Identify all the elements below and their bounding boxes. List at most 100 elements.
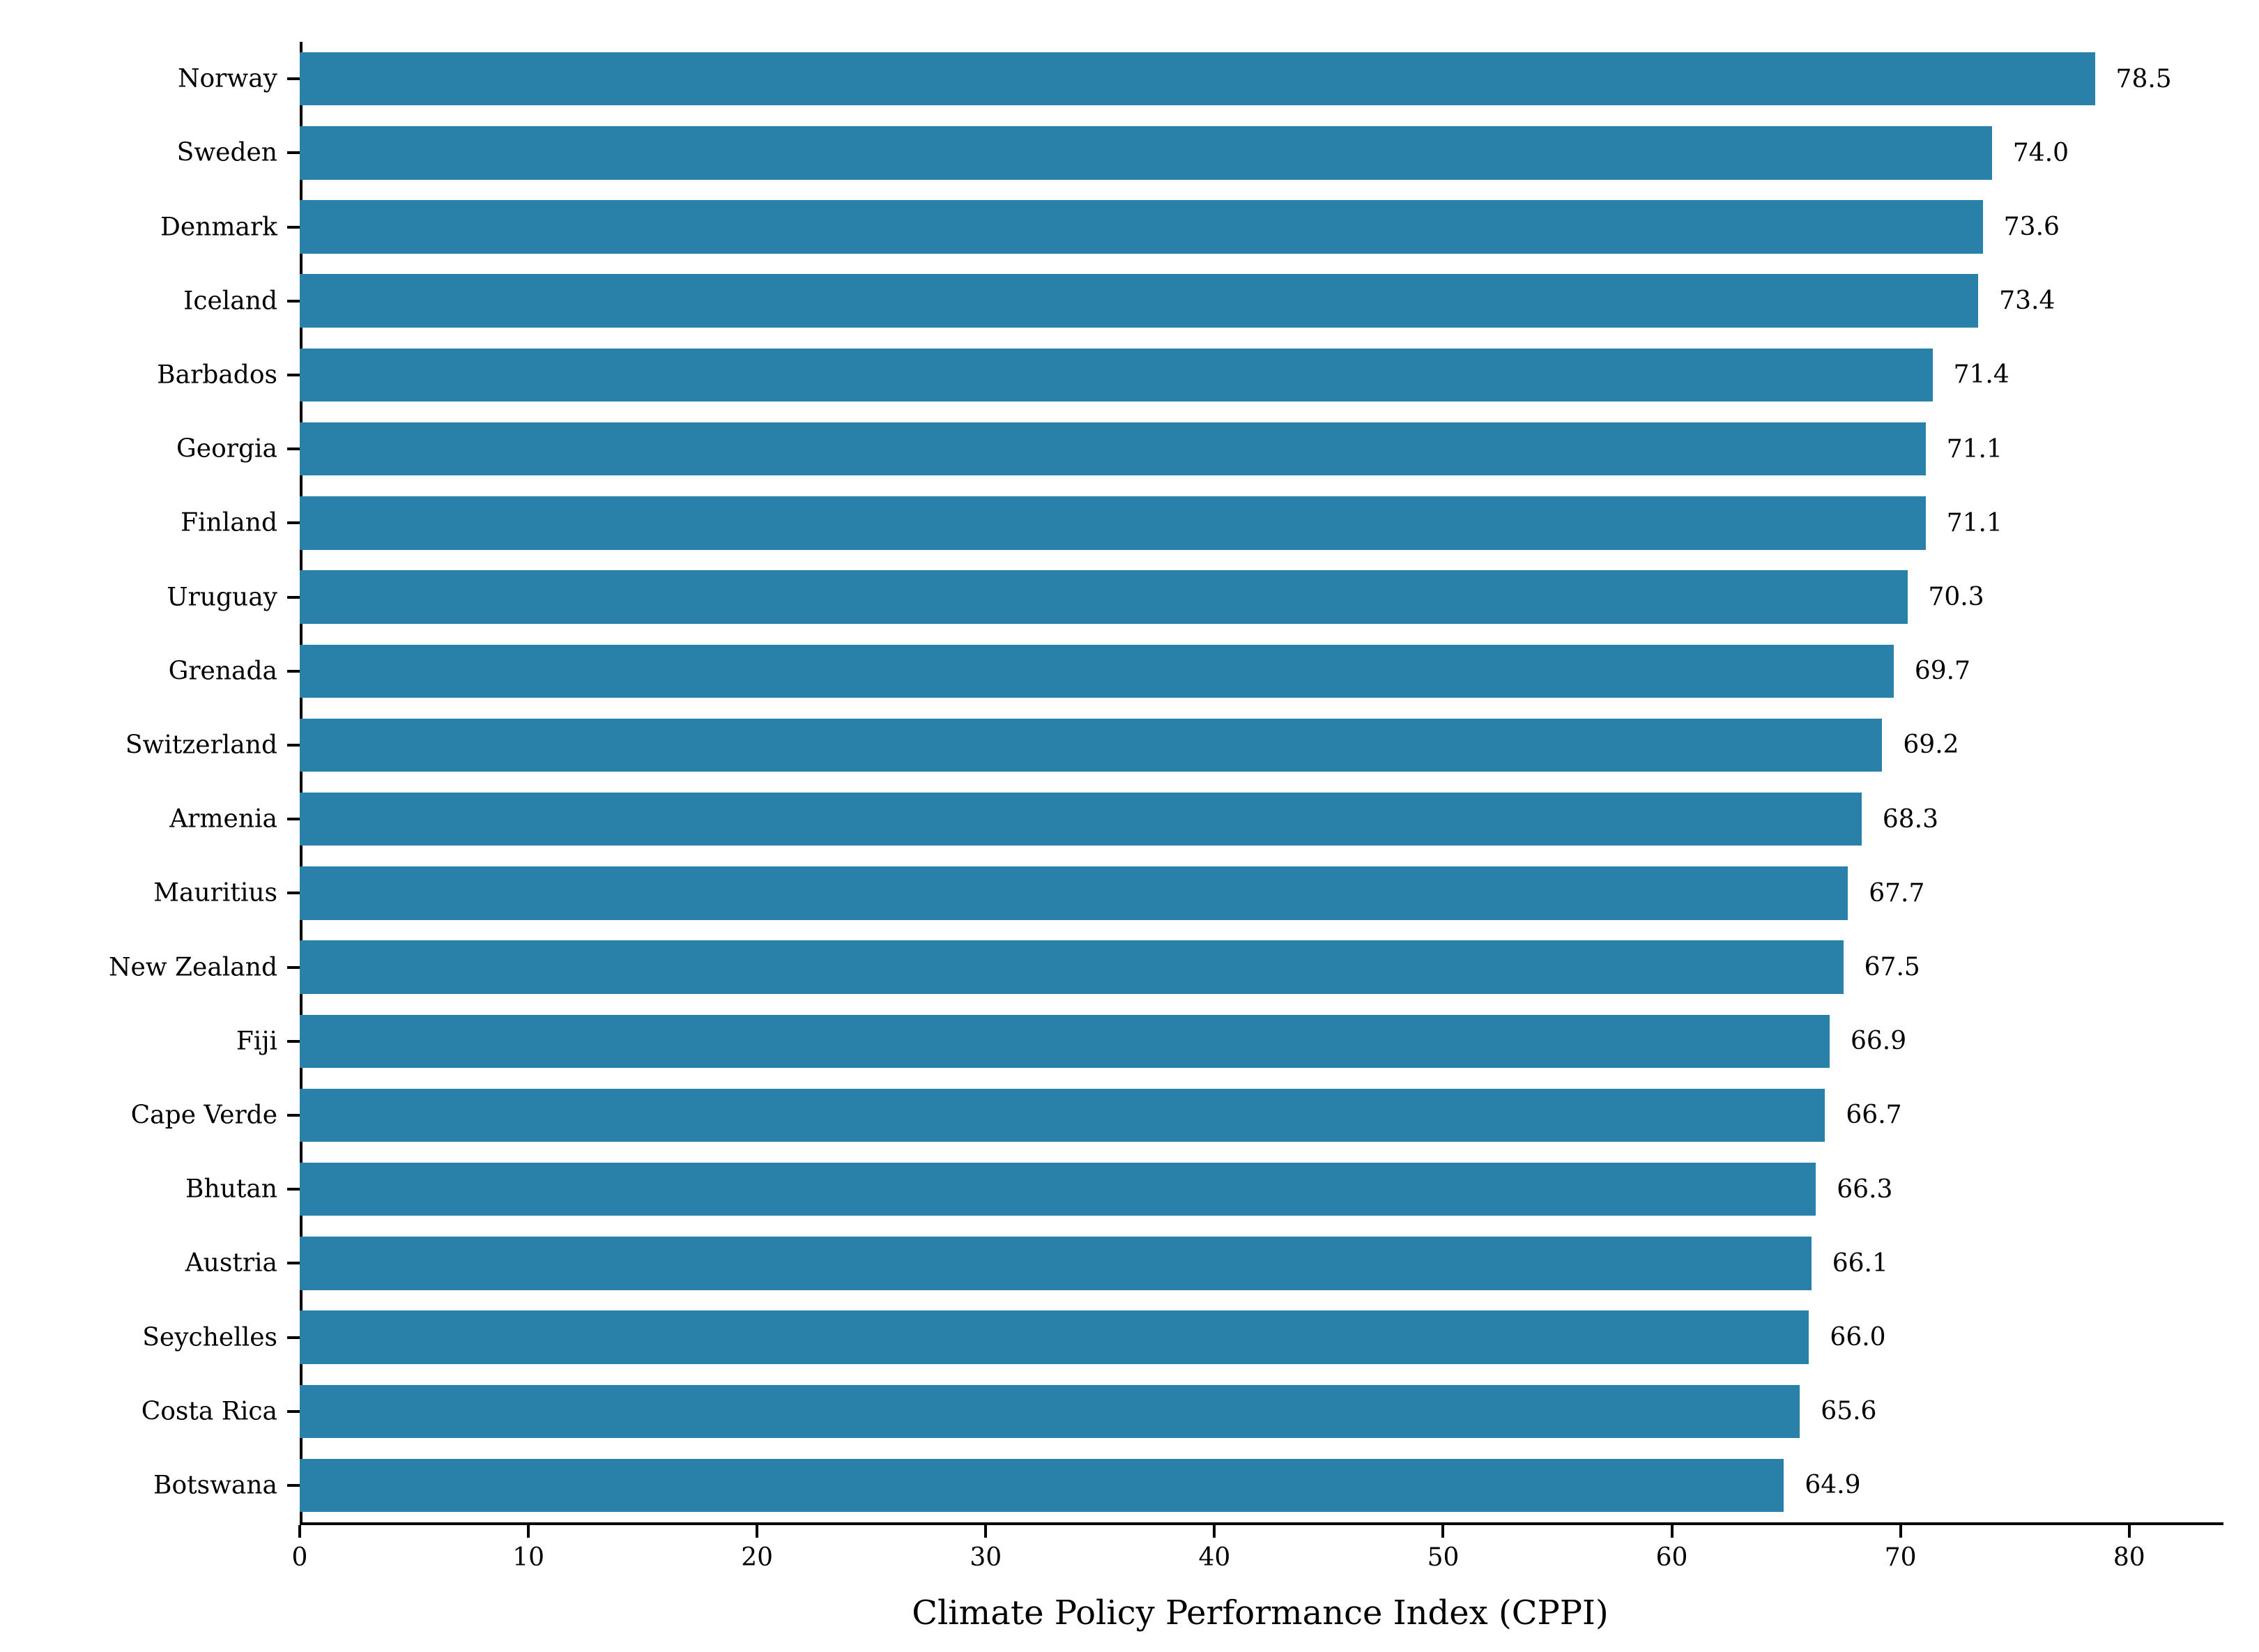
bar-row: Norway 78.5 bbox=[178, 42, 2221, 116]
x-tick-mark bbox=[1899, 1525, 1902, 1538]
value-label: 68.3 bbox=[1882, 804, 1939, 834]
value-label: 78.5 bbox=[2115, 64, 2172, 93]
value-label: 71.4 bbox=[1953, 360, 2009, 390]
y-tick-mark bbox=[287, 225, 300, 229]
category-label: Seychelles bbox=[142, 1323, 277, 1352]
category-label: Uruguay bbox=[167, 583, 277, 612]
value-label: 66.1 bbox=[1832, 1248, 1888, 1278]
value-label: 67.7 bbox=[1869, 878, 1925, 908]
category-label: Finland bbox=[181, 508, 277, 537]
bar-row: Costa Rica 65.6 bbox=[141, 1375, 2221, 1448]
y-tick-mark bbox=[287, 595, 300, 599]
y-tick-mark bbox=[287, 521, 300, 525]
y-tick-mark bbox=[287, 743, 300, 747]
bar-row: New Zealand 67.5 bbox=[109, 930, 2221, 1004]
x-axis-title: Climate Policy Performance Index (CPPI) bbox=[912, 1593, 1609, 1632]
bar-row: Seychelles 66.0 bbox=[142, 1300, 2221, 1374]
category-label: New Zealand bbox=[108, 953, 277, 982]
bar bbox=[300, 1384, 1800, 1438]
x-tick-mark bbox=[2127, 1525, 2131, 1538]
value-label: 69.2 bbox=[1903, 731, 1959, 760]
x-tick-label: 0 bbox=[291, 1543, 308, 1572]
y-tick-mark bbox=[287, 373, 300, 376]
bar-row: Georgia 71.1 bbox=[176, 412, 2221, 486]
bar bbox=[300, 940, 1844, 994]
bar-row: Mauritius 67.7 bbox=[153, 856, 2221, 930]
x-tick-mark bbox=[527, 1525, 530, 1538]
x-tick-label: 80 bbox=[2113, 1543, 2145, 1572]
bar bbox=[300, 200, 1983, 254]
y-tick-mark bbox=[287, 892, 300, 895]
bar-row: Austria 66.1 bbox=[185, 1226, 2221, 1300]
bar-rows: Norway 78.5 Sweden 74.0 Denmark 73.6 Iceland 73… bbox=[109, 42, 2221, 1522]
category-label: Grenada bbox=[168, 657, 277, 686]
category-label: Mauritius bbox=[153, 878, 277, 908]
bar-row: Denmark 73.6 bbox=[160, 190, 2221, 263]
bar-row: Armenia 68.3 bbox=[169, 782, 2221, 856]
bar bbox=[300, 1237, 1812, 1290]
x-axis-line bbox=[300, 1522, 2223, 1525]
x-tick-mark bbox=[756, 1525, 759, 1538]
bar-row: Sweden 74.0 bbox=[177, 116, 2221, 190]
x-tick-label: 20 bbox=[741, 1543, 774, 1572]
value-label: 66.0 bbox=[1830, 1323, 1886, 1352]
x-tick-mark bbox=[1213, 1525, 1216, 1538]
x-axis-ticks: 0 10 20 30 40 50 60 70 80 bbox=[292, 1525, 2221, 1581]
category-label: Cape Verde bbox=[130, 1101, 277, 1130]
value-label: 73.4 bbox=[1999, 286, 2055, 316]
bar bbox=[300, 52, 2095, 106]
bar-row: Barbados 71.4 bbox=[157, 338, 2221, 412]
bar-row: Iceland 73.4 bbox=[183, 264, 2221, 338]
bar-row: Fiji 66.9 bbox=[236, 1004, 2221, 1078]
y-axis-line bbox=[300, 42, 303, 1525]
bar bbox=[300, 1014, 1830, 1068]
bar-row: Cape Verde 66.7 bbox=[131, 1078, 2221, 1152]
bar bbox=[300, 348, 1933, 402]
value-label: 66.3 bbox=[1837, 1175, 1893, 1204]
bar-row: Switzerland 69.2 bbox=[125, 708, 2221, 782]
value-label: 70.3 bbox=[1928, 583, 1984, 612]
value-label: 74.0 bbox=[2012, 138, 2069, 167]
bar bbox=[300, 422, 1926, 476]
category-label: Iceland bbox=[183, 286, 277, 316]
bar bbox=[300, 274, 1979, 328]
value-label: 67.5 bbox=[1864, 953, 1920, 982]
x-tick-mark bbox=[1441, 1525, 1445, 1538]
y-tick-mark bbox=[287, 1262, 300, 1265]
y-tick-mark bbox=[287, 1409, 300, 1413]
bar bbox=[300, 1310, 1809, 1364]
category-label: Austria bbox=[185, 1248, 277, 1278]
y-tick-mark bbox=[287, 669, 300, 673]
y-tick-mark bbox=[287, 299, 300, 303]
bar bbox=[300, 126, 1992, 180]
bar-row: Uruguay 70.3 bbox=[167, 560, 2221, 634]
category-label: Botswana bbox=[153, 1471, 277, 1500]
value-label: 64.9 bbox=[1805, 1471, 1861, 1500]
bar-row: Grenada 69.7 bbox=[169, 634, 2221, 708]
x-tick-label: 10 bbox=[512, 1543, 544, 1572]
x-tick-mark bbox=[1670, 1525, 1674, 1538]
bar bbox=[300, 866, 1848, 920]
y-tick-mark bbox=[287, 1113, 300, 1117]
value-label: 66.7 bbox=[1846, 1101, 1902, 1130]
category-label: Armenia bbox=[169, 804, 277, 834]
category-label: Sweden bbox=[176, 138, 277, 167]
x-tick-label: 40 bbox=[1198, 1543, 1231, 1572]
category-label: Georgia bbox=[176, 434, 277, 464]
plot-area: Norway 78.5 Sweden 74.0 Denmark 73.6 Iceland 73… bbox=[109, 42, 2221, 1522]
value-label: 66.9 bbox=[1850, 1027, 1907, 1056]
bar bbox=[300, 1458, 1784, 1513]
bar bbox=[300, 1088, 1825, 1142]
y-tick-mark bbox=[287, 77, 300, 81]
value-label: 71.1 bbox=[1946, 508, 2003, 537]
category-label: Norway bbox=[178, 64, 277, 93]
y-tick-mark bbox=[287, 818, 300, 821]
bar-row: Bhutan 66.3 bbox=[185, 1152, 2221, 1226]
x-tick-label: 60 bbox=[1655, 1543, 1688, 1572]
bar bbox=[300, 496, 1926, 550]
x-tick-mark bbox=[298, 1525, 301, 1538]
y-tick-mark bbox=[287, 151, 300, 155]
y-tick-mark bbox=[287, 965, 300, 969]
bar bbox=[300, 644, 1894, 698]
